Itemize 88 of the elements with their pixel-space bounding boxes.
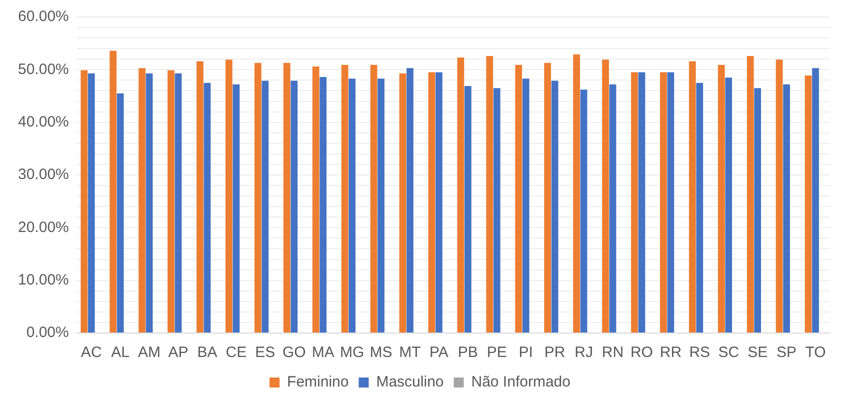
bar — [399, 73, 406, 332]
bar — [551, 80, 558, 332]
legend-label: Feminino — [287, 374, 349, 391]
x-tick-label: PB — [458, 344, 478, 362]
x-tick-label: PA — [430, 344, 448, 362]
bar — [718, 64, 725, 332]
bar — [320, 77, 327, 332]
bar — [783, 84, 790, 332]
x-tick-label: PE — [486, 344, 507, 362]
bar — [667, 72, 674, 332]
bar — [232, 84, 240, 332]
bar — [493, 88, 500, 332]
y-tick-label: 40.00% — [18, 113, 69, 130]
bar — [174, 73, 182, 332]
x-tick-label: CE — [226, 344, 247, 362]
bar — [406, 68, 414, 332]
legend-label: Masculino — [376, 374, 444, 391]
bar — [696, 82, 704, 332]
x-tick-label: RJ — [574, 344, 593, 362]
x-tick-label: TO — [805, 344, 826, 362]
bar — [746, 56, 754, 332]
x-tick-label: BA — [197, 344, 218, 362]
y-tick-label: 20.00% — [18, 218, 69, 236]
x-tick-label: MA — [312, 344, 334, 362]
x-tick-label: SC — [718, 344, 740, 362]
x-tick-label: RO — [630, 344, 653, 362]
bar — [254, 62, 262, 332]
bar — [138, 68, 146, 332]
bar — [515, 64, 522, 332]
bar — [204, 82, 211, 332]
bar — [88, 73, 95, 332]
bar — [436, 72, 442, 332]
x-tick-label: RS — [689, 344, 710, 362]
x-tick-label: ES — [255, 344, 276, 362]
x-tick-label: MS — [370, 344, 392, 362]
bar — [580, 90, 588, 332]
x-tick-label: PR — [544, 344, 566, 362]
bar — [341, 64, 348, 332]
bar — [804, 75, 812, 332]
x-tick-label: AP — [168, 344, 188, 362]
bar — [196, 61, 204, 332]
y-tick-label: 60.00% — [18, 8, 69, 26]
bar — [522, 78, 530, 332]
bar — [631, 72, 638, 332]
x-tick-label: AC — [80, 344, 102, 362]
y-tick-label: 50.00% — [18, 60, 69, 78]
x-tick-label: MT — [399, 344, 421, 362]
y-tick-label: 30.00% — [18, 166, 69, 184]
bar — [110, 50, 117, 332]
bar — [486, 56, 494, 332]
x-tick-label: RN — [602, 344, 624, 362]
bar — [609, 84, 616, 332]
x-tick-label: RR — [660, 344, 682, 362]
bar — [754, 88, 762, 332]
bar — [544, 62, 552, 332]
legend-label: Não Informado — [471, 374, 570, 391]
bar — [602, 60, 609, 332]
bar — [638, 72, 646, 332]
x-tick-label: PI — [518, 344, 533, 362]
bar — [262, 80, 269, 332]
bar — [80, 70, 88, 332]
bar — [464, 86, 472, 332]
bar — [168, 70, 174, 332]
bar — [428, 72, 436, 332]
y-tick-label: 0.00% — [26, 324, 69, 342]
bar — [116, 93, 124, 332]
bar — [725, 78, 732, 332]
bar — [457, 58, 464, 332]
bar — [283, 62, 290, 332]
x-tick-label: MG — [340, 344, 364, 362]
x-tick-label: SE — [748, 344, 768, 362]
x-tick-label: GO — [282, 344, 306, 362]
y-tick-label: 10.00% — [18, 271, 69, 288]
x-tick-label: SP — [776, 344, 797, 362]
bar — [290, 80, 298, 332]
bar — [688, 61, 696, 332]
bar — [660, 72, 667, 332]
bar — [348, 78, 356, 332]
x-tick-label: AL — [111, 344, 130, 362]
x-tick-label: AM — [138, 344, 161, 362]
bar — [573, 54, 580, 332]
bar — [776, 60, 783, 332]
bar — [146, 73, 153, 332]
bar — [370, 64, 378, 332]
bar — [812, 68, 819, 332]
bar — [226, 60, 232, 332]
bar — [378, 78, 384, 332]
bar — [312, 66, 320, 332]
